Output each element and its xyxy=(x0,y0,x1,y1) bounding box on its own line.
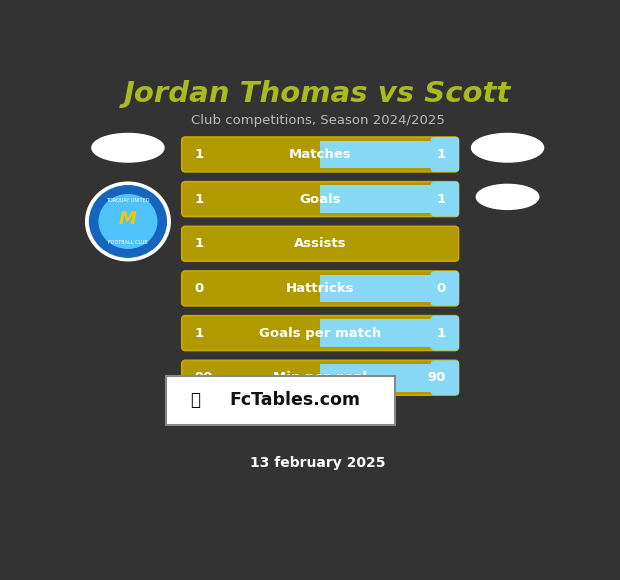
Text: Matches: Matches xyxy=(289,148,352,161)
Text: M: M xyxy=(119,210,137,228)
Text: 90: 90 xyxy=(428,371,446,385)
FancyBboxPatch shape xyxy=(431,360,459,395)
Bar xyxy=(320,185,454,213)
Text: Assists: Assists xyxy=(294,237,347,251)
FancyBboxPatch shape xyxy=(182,316,459,350)
FancyBboxPatch shape xyxy=(431,271,459,306)
Text: 1: 1 xyxy=(194,237,203,251)
Text: 1: 1 xyxy=(437,327,446,340)
Ellipse shape xyxy=(471,133,544,162)
Text: 1: 1 xyxy=(194,193,203,206)
Text: Min per goal: Min per goal xyxy=(273,371,367,385)
Bar xyxy=(320,319,454,347)
Text: 1: 1 xyxy=(194,148,203,161)
FancyBboxPatch shape xyxy=(431,182,459,216)
Text: TORQUAY UNITED: TORQUAY UNITED xyxy=(106,198,149,202)
FancyBboxPatch shape xyxy=(182,182,459,216)
Ellipse shape xyxy=(476,184,539,209)
Bar xyxy=(320,274,454,302)
Text: FOOTBALL CLUB: FOOTBALL CLUB xyxy=(108,240,148,245)
Text: 90: 90 xyxy=(194,371,213,385)
Text: 0: 0 xyxy=(194,282,203,295)
FancyBboxPatch shape xyxy=(166,375,394,425)
Text: FcTables.com: FcTables.com xyxy=(229,391,360,409)
Text: 1: 1 xyxy=(437,148,446,161)
Circle shape xyxy=(99,195,157,248)
Text: Goals: Goals xyxy=(299,193,341,206)
FancyBboxPatch shape xyxy=(431,316,459,350)
Text: 1: 1 xyxy=(437,193,446,206)
Bar xyxy=(320,364,454,392)
Text: Club competitions, Season 2024/2025: Club competitions, Season 2024/2025 xyxy=(191,114,445,128)
FancyBboxPatch shape xyxy=(182,137,459,172)
FancyBboxPatch shape xyxy=(182,226,459,261)
Circle shape xyxy=(89,186,166,257)
Text: 0: 0 xyxy=(437,282,446,295)
Text: 📊: 📊 xyxy=(190,391,200,409)
FancyBboxPatch shape xyxy=(182,360,459,395)
Text: 13 february 2025: 13 february 2025 xyxy=(250,456,386,470)
Text: Jordan Thomas vs Scott: Jordan Thomas vs Scott xyxy=(124,80,512,108)
Circle shape xyxy=(86,182,170,261)
Ellipse shape xyxy=(92,133,164,162)
FancyBboxPatch shape xyxy=(431,137,459,172)
Text: Goals per match: Goals per match xyxy=(259,327,381,340)
FancyBboxPatch shape xyxy=(182,271,459,306)
Text: Hattricks: Hattricks xyxy=(286,282,355,295)
Bar xyxy=(320,140,454,168)
Text: 1: 1 xyxy=(194,327,203,340)
